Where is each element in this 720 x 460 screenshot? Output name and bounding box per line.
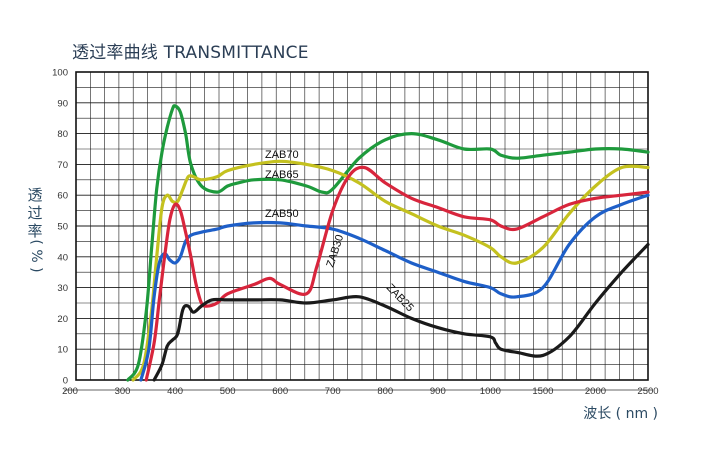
series-lines bbox=[126, 104, 650, 382]
x-tick-label: 500 bbox=[220, 386, 236, 397]
series-line-zab25 bbox=[152, 242, 650, 382]
y-axis-label-char: 过 bbox=[27, 204, 43, 222]
series-line-zab65 bbox=[131, 159, 650, 382]
y-tick-label: 0 bbox=[63, 376, 68, 387]
x-tick-labels: 200 300 400 500 600 700 800 900 1000 1500 2000 2500 bbox=[62, 386, 659, 397]
annotation-zab30: ZAB30 bbox=[324, 233, 346, 269]
series-line-zab50 bbox=[139, 193, 650, 382]
y-tick-label: 60 bbox=[57, 191, 68, 202]
y-tick-labels: 0 10 20 30 40 50 60 70 80 90 100 bbox=[52, 68, 68, 387]
y-axis-label: 透过率 bbox=[24, 186, 46, 240]
y-tick-label: 40 bbox=[57, 252, 68, 263]
y-tick-label: 50 bbox=[57, 222, 68, 233]
y-tick-label: 20 bbox=[57, 314, 68, 325]
y-axis-label-char: 透 bbox=[27, 186, 43, 204]
x-tick-label: 600 bbox=[272, 386, 288, 397]
annotation-zab70: ZAB70 bbox=[265, 149, 299, 161]
y-tick-label: 10 bbox=[57, 345, 68, 356]
x-tick-label: 1500 bbox=[532, 386, 553, 397]
x-axis-label: 波长 ( nm ) bbox=[583, 406, 658, 422]
series-line-zab30 bbox=[144, 165, 650, 382]
x-tick-label: 700 bbox=[325, 386, 341, 397]
x-tick-label: 2500 bbox=[637, 386, 658, 397]
x-tick-label: 800 bbox=[377, 386, 393, 397]
annotation-zab25: ZAB25 bbox=[384, 282, 416, 315]
x-tick-label: 1000 bbox=[480, 386, 501, 397]
x-tick-label: 300 bbox=[115, 386, 131, 397]
x-tick-label: 900 bbox=[430, 386, 446, 397]
annotation-zab65: ZAB65 bbox=[265, 169, 299, 181]
axes bbox=[64, 71, 652, 391]
chart-title: 透过率曲线 TRANSMITTANCE bbox=[72, 43, 309, 63]
annotation-zab50: ZAB50 bbox=[265, 208, 299, 220]
y-tick-label: 70 bbox=[57, 160, 68, 171]
y-tick-label: 30 bbox=[57, 283, 68, 294]
y-tick-label: 90 bbox=[57, 98, 68, 109]
y-tick-label: 80 bbox=[57, 129, 68, 140]
y-tick-label: 100 bbox=[52, 68, 68, 79]
series-line-zab70 bbox=[126, 104, 650, 382]
y-axis-label-char: 率 bbox=[27, 222, 43, 240]
x-tick-label: 200 bbox=[62, 386, 78, 397]
plot-frame bbox=[75, 71, 649, 381]
x-tick-label: 400 bbox=[167, 386, 183, 397]
grid bbox=[75, 71, 649, 381]
x-tick-label: 2000 bbox=[585, 386, 606, 397]
y-axis-unit: ( % ) bbox=[28, 239, 44, 273]
